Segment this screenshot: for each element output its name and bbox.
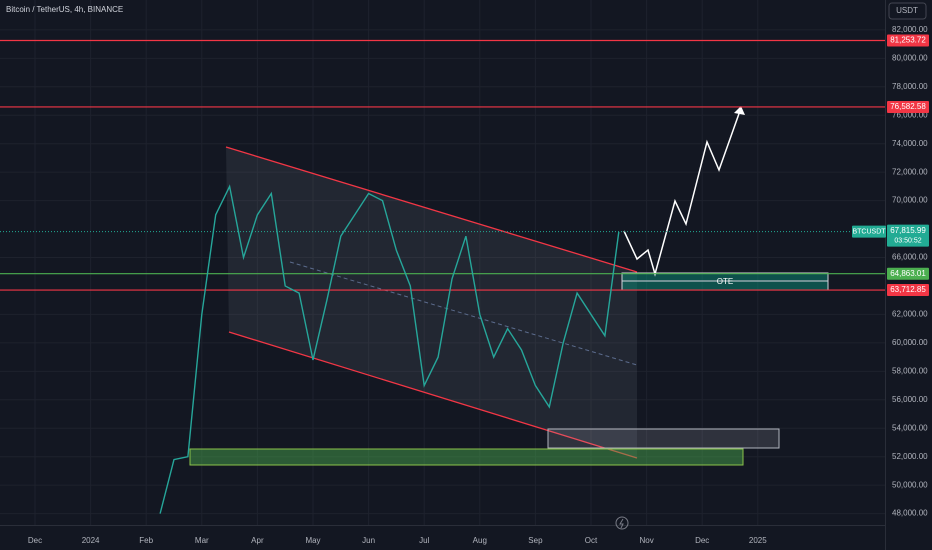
y-tick-label: 48,000.00	[892, 509, 928, 518]
zone-label: OTE	[717, 277, 733, 286]
y-tick-label: 62,000.00	[892, 310, 928, 319]
projection-arrow	[734, 106, 745, 115]
y-tick-label: 74,000.00	[892, 139, 928, 148]
y-tick-label: 78,000.00	[892, 82, 928, 91]
y-tick-label: 58,000.00	[892, 366, 928, 375]
x-tick-label: Nov	[639, 536, 653, 545]
chart-title: Bitcoin / TetherUS, 4h, BINANCE	[6, 5, 123, 14]
level-tag	[887, 267, 929, 280]
axis-labels: 48,000.00 50,000.00 52,000.00 54,000.00 56,0…	[28, 25, 929, 545]
axis-divider	[885, 0, 886, 550]
axis-divider	[0, 525, 885, 526]
currency-label[interactable]: USDT	[896, 6, 918, 15]
y-tick-label: 66,000.00	[892, 253, 928, 262]
y-tick-label: 54,000.00	[892, 423, 928, 432]
marks	[0, 39, 885, 514]
lightning-icon[interactable]	[615, 516, 629, 530]
channel-upper	[225, 146, 638, 273]
level-tag	[887, 34, 929, 47]
x-tick-label: Jun	[362, 536, 375, 545]
y-tick-label: 82,000.00	[892, 25, 928, 34]
level-label: 81,253.72	[890, 36, 926, 45]
x-tick-label: Apr	[251, 536, 264, 545]
grid	[0, 0, 885, 525]
price-line	[159, 184, 620, 514]
level-label: 63,712.85	[890, 285, 926, 294]
x-tick-label: Dec	[28, 536, 42, 545]
level-tag	[887, 100, 929, 113]
x-tick-label: Dec	[695, 536, 709, 545]
projection-path	[623, 107, 742, 277]
x-tick-label: 2024	[82, 536, 100, 545]
price-tag	[887, 224, 929, 247]
channel-fill	[226, 147, 637, 458]
y-tick-label: 76,000.00	[892, 110, 928, 119]
y-tick-label: 70,000.00	[892, 196, 928, 205]
channel-lower	[228, 331, 638, 459]
currency-button[interactable]	[888, 2, 927, 20]
x-tick-label: Feb	[139, 536, 153, 545]
y-tick-label: 52,000.00	[892, 452, 928, 461]
symbol-label: BTCUSDT	[852, 229, 886, 236]
x-tick-label: Sep	[528, 536, 543, 545]
y-tick-label: 50,000.00	[892, 480, 928, 489]
level-label: 76,582.58	[890, 102, 926, 111]
countdown: 03:50:52	[894, 238, 921, 245]
x-tick-label: Aug	[473, 536, 487, 545]
channel-mid	[289, 261, 638, 366]
demand-zone	[189, 448, 744, 466]
x-tick-label: Oct	[585, 536, 598, 545]
y-tick-label: 56,000.00	[892, 395, 928, 404]
x-tick-label: Jul	[419, 536, 429, 545]
level-label: 64,863.01	[890, 269, 926, 278]
gray-zone	[547, 428, 780, 449]
symbol-tag	[852, 225, 886, 238]
x-tick-label: 2025	[749, 536, 767, 545]
level-tag	[887, 284, 929, 297]
x-tick-label: May	[305, 536, 320, 545]
x-tick-label: Mar	[195, 536, 209, 545]
y-tick-label: 60,000.00	[892, 338, 928, 347]
y-tick-label: 72,000.00	[892, 167, 928, 176]
y-tick-label: 80,000.00	[892, 53, 928, 62]
drawings	[189, 106, 829, 466]
last-price-label: 67,815.99	[890, 226, 926, 235]
lightning-glyph	[619, 518, 624, 529]
